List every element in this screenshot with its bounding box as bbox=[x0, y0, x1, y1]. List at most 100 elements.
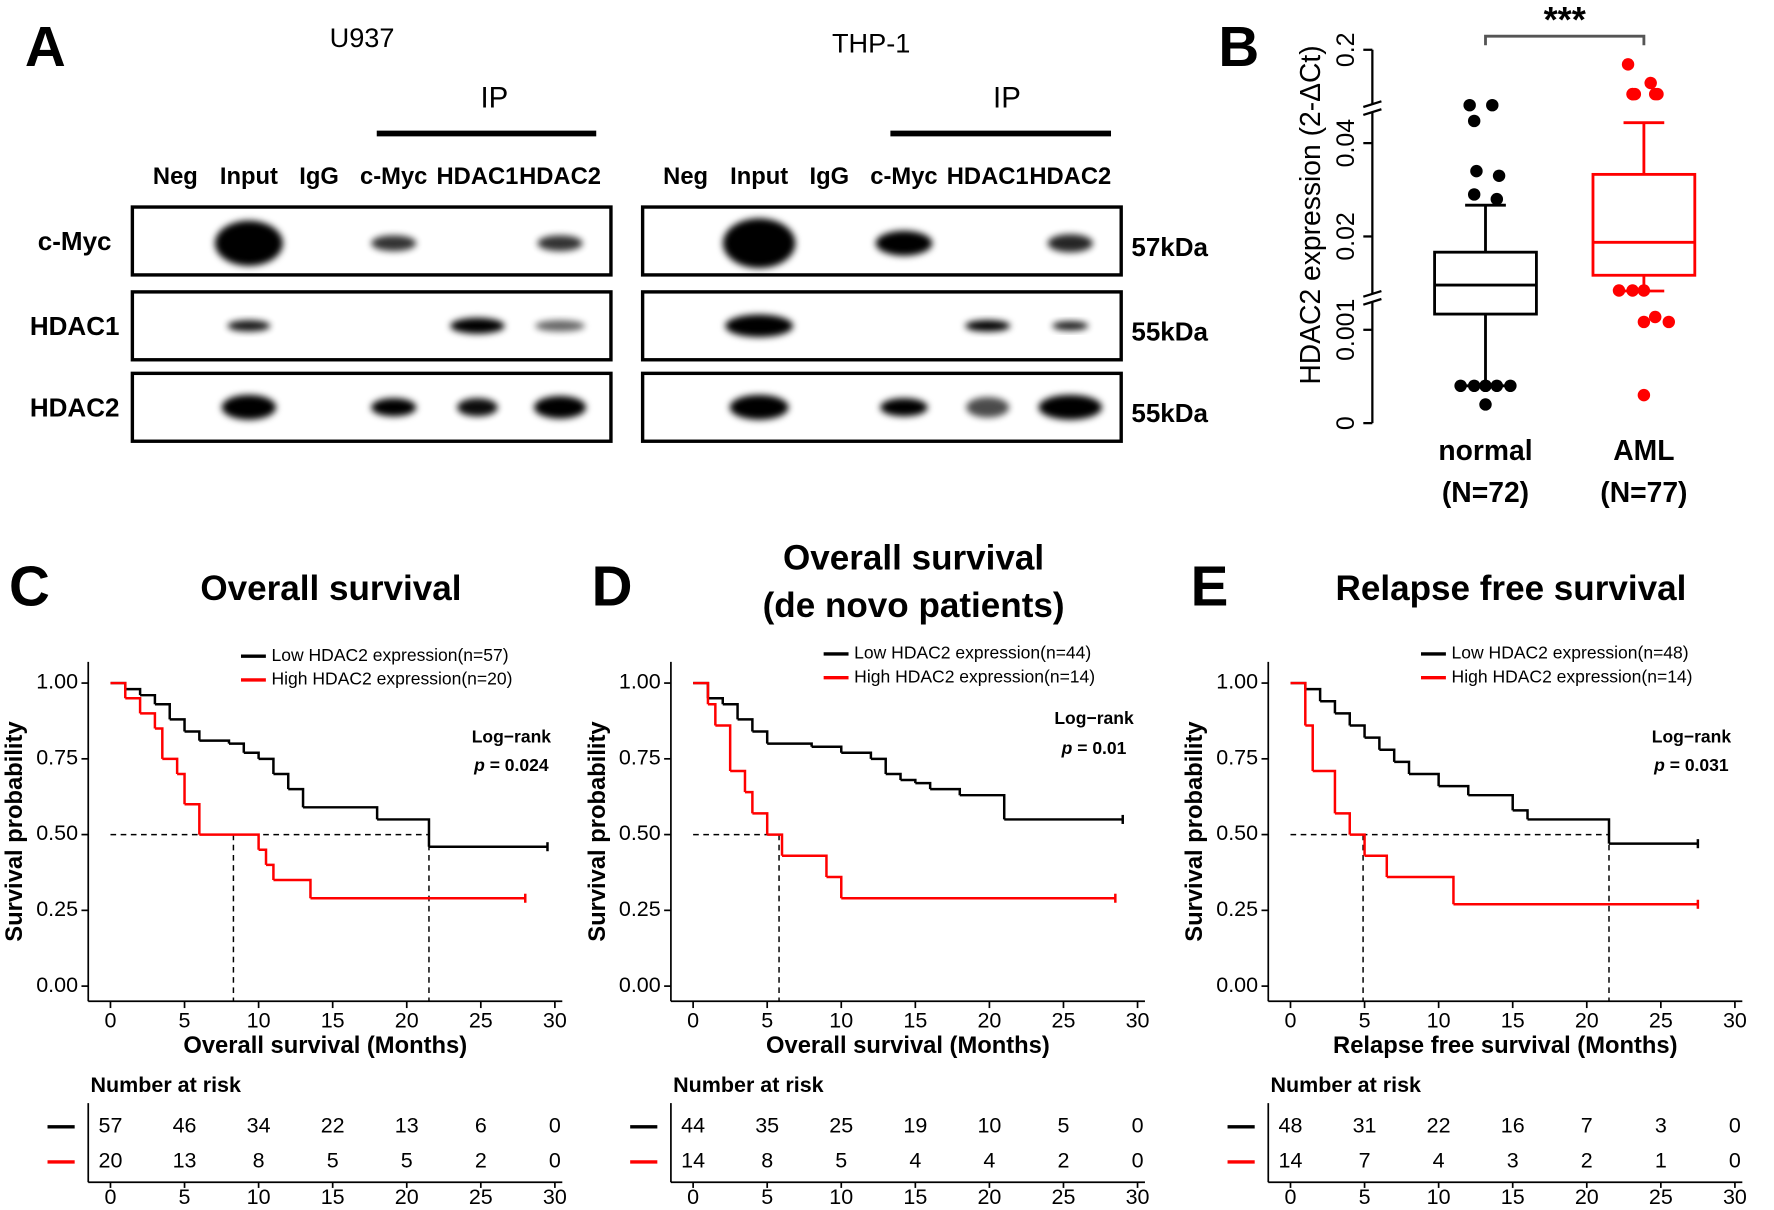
risk-tick-label: 0 bbox=[104, 1185, 116, 1209]
risk-count: 13 bbox=[395, 1114, 419, 1138]
x-axis-label: Overall survival (Months) bbox=[766, 1032, 1050, 1059]
risk-count: 1 bbox=[1655, 1149, 1667, 1173]
survival-step bbox=[1386, 875, 1455, 905]
lane-label: IgG bbox=[810, 163, 850, 190]
axis-break bbox=[1362, 108, 1382, 116]
risk-count: 0 bbox=[1132, 1149, 1144, 1173]
x-tick-label: 25 bbox=[1052, 1008, 1076, 1032]
survival-step bbox=[1438, 784, 1470, 796]
survival-step bbox=[841, 751, 873, 759]
band bbox=[729, 394, 789, 420]
chart-title: Overall survival bbox=[783, 538, 1044, 577]
chart-title: (de novo patients) bbox=[763, 586, 1065, 625]
outlier bbox=[1626, 284, 1639, 297]
p-value: p = 0.031 bbox=[1653, 755, 1729, 775]
p-value: p = 0.01 bbox=[1061, 738, 1127, 758]
x-tick-label: 10 bbox=[1427, 1008, 1451, 1032]
risk-count: 31 bbox=[1353, 1114, 1377, 1138]
y-tick-label: 0.001 bbox=[1332, 299, 1360, 361]
ip-label: IP bbox=[481, 81, 509, 114]
risk-count: 7 bbox=[1581, 1114, 1593, 1138]
survival-step bbox=[273, 772, 290, 790]
survival-step bbox=[1349, 833, 1366, 856]
risk-count: 5 bbox=[835, 1149, 847, 1173]
axis-break bbox=[1362, 297, 1382, 306]
survival-step bbox=[258, 848, 268, 865]
outlier bbox=[1467, 114, 1481, 128]
survival-step bbox=[1409, 772, 1440, 787]
risk-count: 34 bbox=[247, 1114, 271, 1138]
band bbox=[965, 320, 1011, 332]
survival-step bbox=[377, 818, 431, 847]
risk-tick-label: 20 bbox=[977, 1185, 1001, 1209]
test-label: Log−rank bbox=[1652, 726, 1732, 746]
risk-count: 48 bbox=[1279, 1114, 1303, 1138]
risk-count: 0 bbox=[1132, 1114, 1144, 1138]
panel-letter: C bbox=[9, 555, 50, 618]
row-label: c-Myc bbox=[38, 226, 112, 256]
risk-count: 0 bbox=[549, 1114, 561, 1138]
x-tick-label: 10 bbox=[829, 1008, 853, 1032]
x-tick-label: 25 bbox=[1649, 1008, 1673, 1032]
x-tick-label: 15 bbox=[321, 1008, 345, 1032]
significance-bracket bbox=[1484, 34, 1646, 46]
x-tick-label: 15 bbox=[1501, 1008, 1525, 1032]
survival-step bbox=[266, 863, 275, 881]
risk-count: 13 bbox=[173, 1149, 197, 1173]
outlier bbox=[1467, 188, 1481, 201]
survival-step bbox=[125, 687, 142, 696]
outlier bbox=[1621, 58, 1635, 71]
p-text: = 0.024 bbox=[490, 755, 549, 775]
survival-step bbox=[730, 769, 747, 793]
survival-step bbox=[715, 724, 732, 771]
outlier bbox=[1637, 284, 1651, 297]
panel-letter: D bbox=[592, 555, 633, 618]
p-symbol: p bbox=[473, 755, 485, 775]
y-tick-label: 0.75 bbox=[1216, 745, 1258, 769]
y-axis-label: Survival probability bbox=[1181, 721, 1208, 942]
outlier bbox=[1662, 315, 1676, 329]
risk-count: 10 bbox=[977, 1114, 1001, 1138]
survival-step bbox=[1468, 793, 1514, 811]
survival-step bbox=[693, 681, 710, 699]
survival-step bbox=[752, 730, 769, 744]
x-tick-label: 5 bbox=[1359, 1008, 1371, 1032]
outlier bbox=[1648, 310, 1662, 324]
lane-label: Neg bbox=[663, 163, 708, 190]
outlier bbox=[1637, 315, 1651, 329]
outlier bbox=[1504, 379, 1517, 393]
y-tick-label: 0.25 bbox=[1216, 897, 1258, 921]
category-label: AML bbox=[1613, 434, 1674, 466]
p-symbol: p bbox=[1061, 738, 1073, 758]
survival-step bbox=[1312, 769, 1337, 814]
chart-title: Relapse free survival bbox=[1336, 569, 1687, 608]
survival-step bbox=[169, 718, 186, 732]
survival-step bbox=[959, 793, 1006, 820]
lane-label: Neg bbox=[153, 163, 198, 190]
survival-step bbox=[154, 727, 164, 759]
survival-step bbox=[199, 833, 260, 850]
survival-step bbox=[744, 790, 754, 814]
lane-label: c-Myc bbox=[360, 163, 427, 190]
risk-count: 8 bbox=[253, 1149, 265, 1173]
outlier bbox=[1454, 379, 1467, 393]
risk-count: 0 bbox=[1729, 1149, 1741, 1173]
risk-count: 2 bbox=[1581, 1149, 1593, 1173]
risk-tick-label: 25 bbox=[469, 1185, 493, 1209]
band bbox=[534, 395, 587, 419]
risk-count: 22 bbox=[321, 1114, 345, 1138]
p-text: = 0.031 bbox=[1670, 755, 1729, 775]
survival-step bbox=[1364, 854, 1389, 878]
panel-letter: A bbox=[25, 15, 66, 78]
y-tick-label: 1.00 bbox=[36, 670, 78, 694]
survival-step bbox=[273, 878, 312, 899]
x-tick-label: 0 bbox=[687, 1008, 699, 1032]
y-tick-label: 0.75 bbox=[36, 745, 78, 769]
p-text: = 0.01 bbox=[1077, 738, 1126, 758]
y-tick-label: 0 bbox=[1332, 416, 1360, 430]
x-tick-label: 0 bbox=[1285, 1008, 1297, 1032]
size-label: 55kDa bbox=[1131, 317, 1208, 347]
risk-tick-label: 15 bbox=[321, 1185, 345, 1209]
survival-step bbox=[303, 806, 379, 820]
survival-step bbox=[737, 718, 754, 732]
